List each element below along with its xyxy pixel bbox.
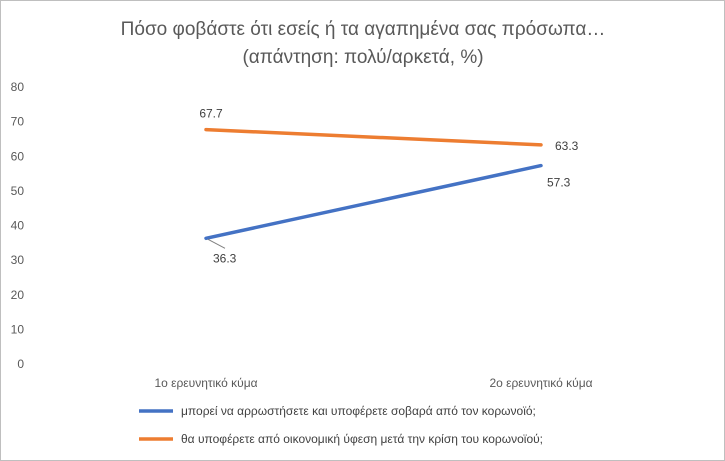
x-category-label: 2ο ερευνητικό κύμα — [489, 376, 592, 390]
y-tick-label: 0 — [17, 357, 24, 371]
y-tick-label: 70 — [11, 115, 25, 129]
chart-title-line-1: Πόσο φοβάστε ότι εσείς ή τα αγαπημένα σα… — [121, 19, 606, 40]
data-label: 57.3 — [547, 176, 571, 190]
y-tick-label: 10 — [11, 322, 25, 336]
data-label-leader-line — [207, 238, 226, 249]
data-label: 67.7 — [199, 107, 223, 121]
chart-title-line-2: (απάντηση: πολύ/αρκετά, %) — [242, 47, 483, 68]
series-line-1 — [204, 163, 543, 241]
y-tick-label: 50 — [11, 184, 25, 198]
data-label: 63.3 — [555, 139, 579, 153]
y-tick-label: 30 — [11, 253, 25, 267]
legend-label: μπορεί να αρρωστήσετε και υποφέρετε σοβα… — [181, 404, 536, 418]
data-label: 36.3 — [213, 251, 237, 265]
y-tick-label: 20 — [11, 288, 25, 302]
y-tick-label: 40 — [11, 219, 25, 233]
series-line-2 — [204, 127, 543, 147]
x-category-label: 1ο ερευνητικό κύμα — [154, 376, 257, 390]
legend-label: θα υποφέρετε από οικονομική ύφεση μετά τ… — [181, 432, 543, 446]
y-tick-label: 60 — [11, 149, 25, 163]
y-tick-label: 80 — [11, 80, 25, 94]
